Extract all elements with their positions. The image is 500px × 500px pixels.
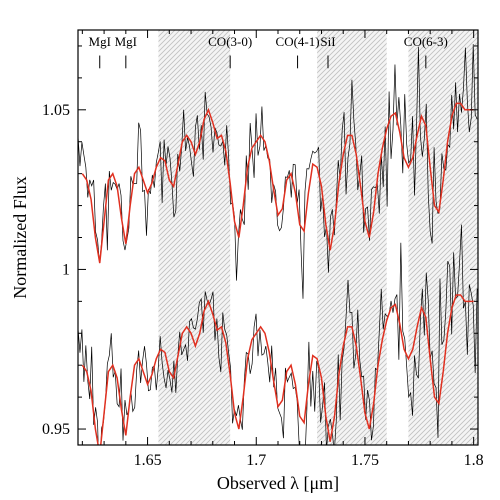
spectrum-chart: MgI MgI CO(3-0) CO(4-1)SiI CO(6-3) 1.65 1.7 1.7… [0,0,500,500]
feature-label: CO(4-1) [276,34,320,49]
y-axis-label: Normalized Flux [10,176,30,298]
telluric-band [158,30,230,445]
y-tick-label: 0.95 [42,421,70,438]
x-axis-label: Observed λ [μm] [217,473,339,493]
y-tick-label: 1.05 [42,102,70,119]
feature-label: CO(6-3) [404,34,448,49]
feature-label: MgI [115,34,137,49]
feature-label: MgI [89,34,111,49]
x-tick-label: 1.75 [351,452,379,469]
feature-label: SiI [320,34,335,49]
y-tick-label: 1 [62,261,70,278]
x-tick-label: 1.7 [246,452,266,469]
telluric-band [408,30,478,445]
x-tick-label: 1.65 [134,452,162,469]
feature-label: CO(3-0) [208,34,252,49]
plot-area: MgI MgI CO(3-0) CO(4-1)SiI CO(6-3) 1.65 1.7 1.7… [10,30,484,493]
x-tick-label: 1.8 [464,452,484,469]
